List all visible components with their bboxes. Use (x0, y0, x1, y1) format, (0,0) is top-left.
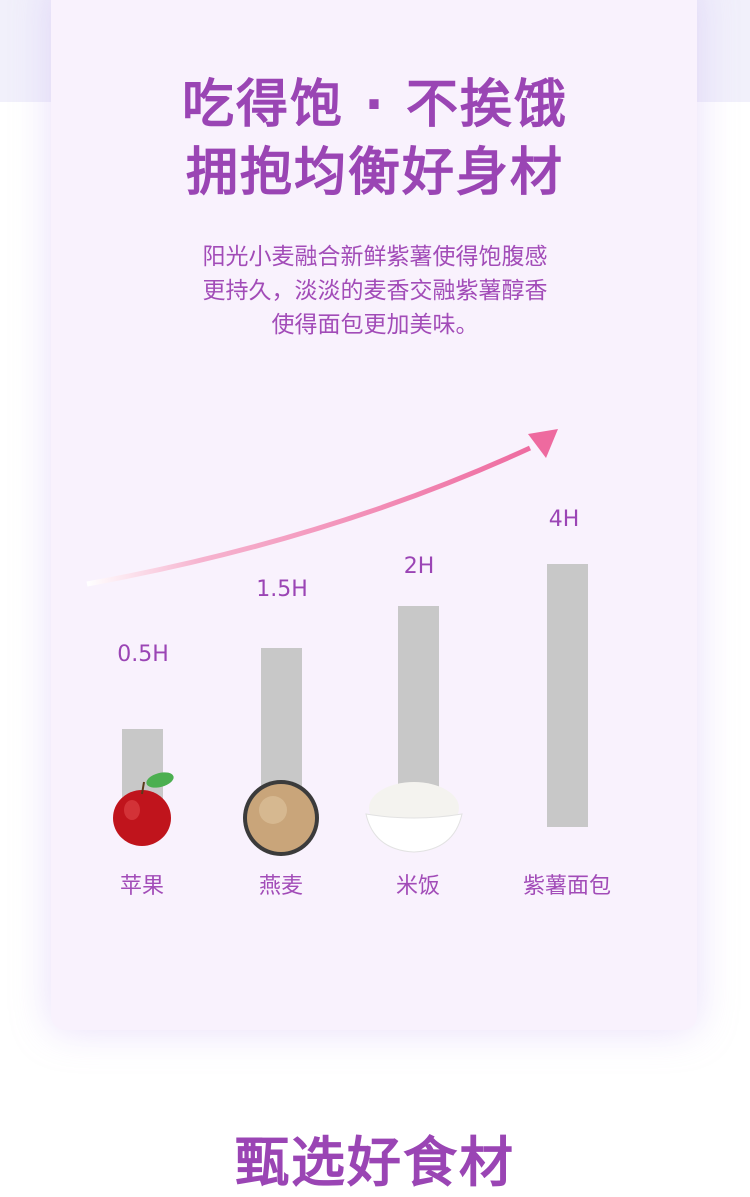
trend-arrow-head (528, 429, 558, 458)
description-line1: 阳光小麦融合新鲜紫薯使得饱腹感 (202, 244, 548, 270)
bar-purple-potato-bread (547, 564, 588, 827)
oat-bowl-image (243, 780, 319, 856)
category-apple: 苹果 (119, 874, 164, 899)
data-label-bread: 4H (548, 507, 580, 532)
rice-bowl-image (365, 782, 463, 853)
data-label-rice: 2H (403, 554, 435, 579)
category-oat: 燕麦 (258, 874, 303, 899)
category-bread: 紫薯面包 (522, 874, 611, 899)
content-card (51, 0, 697, 1030)
section-title: 甄选好食材 (235, 1131, 515, 1194)
trend-arrow-line (86, 445, 532, 587)
description-line2: 更持久，淡淡的麦香交融紫薯醇香 (202, 278, 548, 304)
headline-line1: 吃得饱 · 不挨饿 (182, 75, 568, 135)
apple-image (113, 772, 174, 846)
description-line3: 使得面包更加美味。 (271, 312, 479, 338)
category-rice: 米饭 (395, 874, 440, 899)
data-label-oat: 1.5H (256, 577, 308, 602)
headline-line2: 拥抱均衡好身材 (185, 143, 564, 203)
data-label-apple: 0.5H (117, 642, 169, 667)
bar-rice (398, 606, 439, 806)
description: 阳光小麦融合新鲜紫薯使得饱腹感 更持久，淡淡的麦香交融紫薯醇香 使得面包更加美味… (0, 240, 750, 342)
